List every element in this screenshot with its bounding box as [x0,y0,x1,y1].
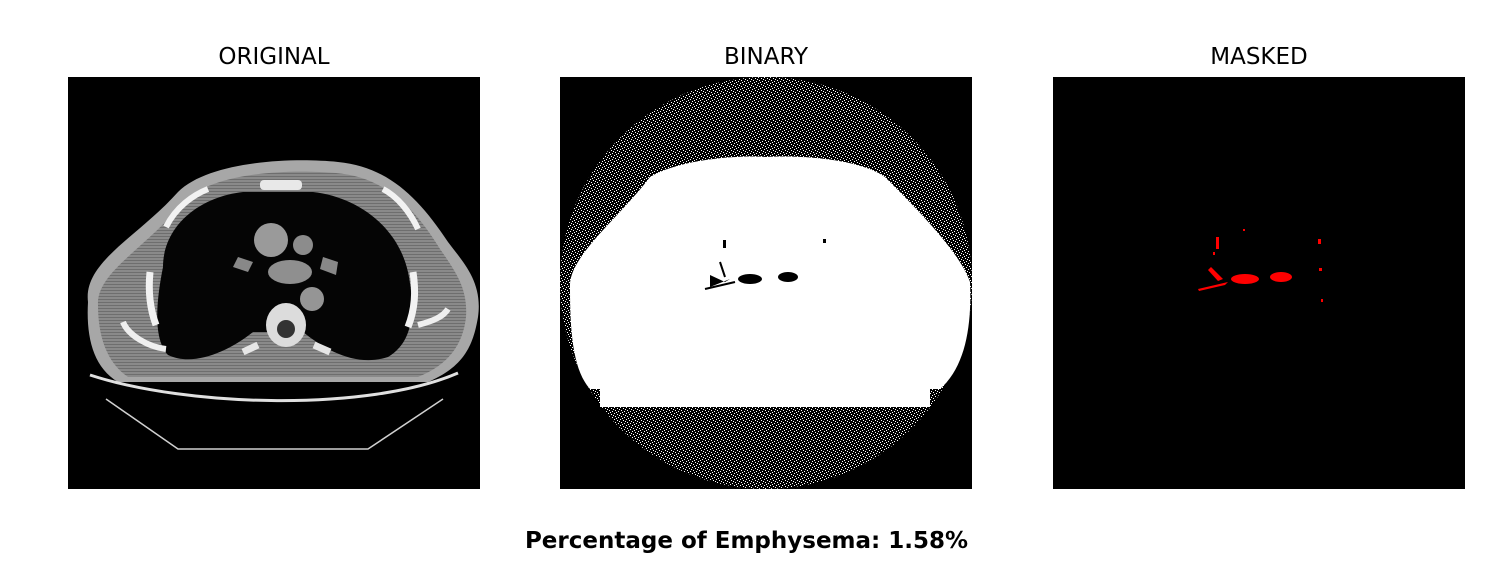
masked-title: MASKED [1053,42,1465,72]
original-title: ORIGINAL [68,42,480,72]
emphysema-percentage-label: Percentage of Emphysema: 1.58% [0,526,1493,556]
binary-ct-image [560,77,972,489]
masked-ct-image [1053,77,1465,489]
original-ct-image [68,77,480,489]
binary-title: BINARY [560,42,972,72]
